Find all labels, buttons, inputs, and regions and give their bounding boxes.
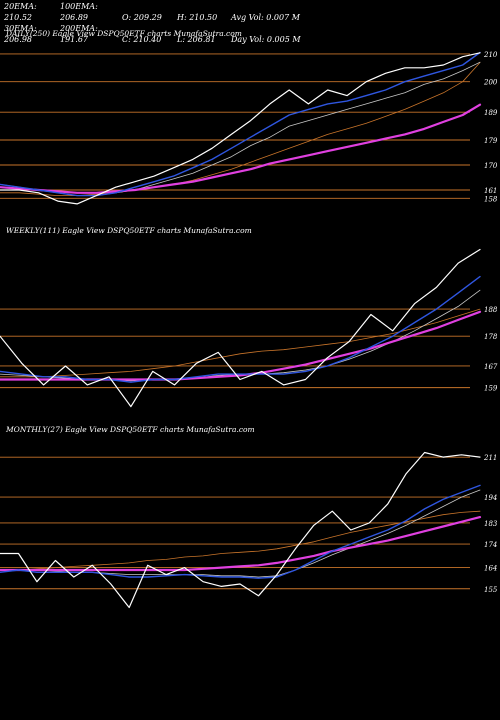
weekly-ema30-line — [0, 289, 481, 382]
avg-volume-readout: Avg Vol: 0.007 M — [231, 13, 300, 22]
close-readout: C: 210.40 — [122, 35, 162, 44]
daily-level-label: 210 — [483, 51, 498, 59]
weekly-panel: WEEKLY(111) Eagle View DSPQ50ETF charts … — [0, 226, 498, 408]
monthly-title: MONTHLY(27) Eagle View DSPQ50ETF charts … — [5, 425, 255, 434]
high-readout: H: 210.50 — [177, 13, 218, 22]
ema30-readout: 30EMA: 206.98 — [4, 24, 37, 44]
ema200-readout: 200EMA: 191.67 — [60, 24, 98, 44]
weekly-level-label: 159 — [484, 385, 498, 393]
monthly-level-label: 155 — [484, 586, 498, 594]
weekly-level-label: 167 — [484, 363, 498, 371]
monthly-level-label: 194 — [484, 494, 497, 502]
monthly-level-label: 174 — [484, 541, 497, 549]
header-row-1: 20EMA: 210.52 100EMA: 206.89 O: 209.29 H: 2… — [4, 1, 301, 23]
monthly-price-line — [0, 451, 481, 609]
open-readout: O: 209.29 — [122, 13, 162, 22]
daily-level-label: 200 — [483, 79, 498, 87]
daily-ema20-line — [0, 51, 481, 197]
daily-ema100-line — [0, 62, 481, 197]
daily-price-line — [0, 52, 481, 205]
low-readout: L: 206.81 — [177, 35, 216, 44]
daily-panel: DAILY(250) Eagle View DSPQ50ETF charts M… — [0, 29, 498, 205]
day-volume-readout: Day Vol: 0.005 M — [231, 35, 301, 44]
ema20-readout: 20EMA: 210.52 — [4, 2, 37, 22]
monthly-level-label: 183 — [484, 520, 498, 528]
daily-title: DAILY(250) Eagle View DSPQ50ETF charts M… — [5, 29, 242, 38]
weekly-ema100-line — [0, 308, 481, 378]
daily-level-label: 179 — [484, 137, 498, 145]
daily-ema200-line — [0, 103, 482, 194]
monthly-ema20-line — [0, 484, 481, 579]
monthly-level-label: 211 — [483, 454, 497, 462]
weekly-title: WEEKLY(111) Eagle View DSPQ50ETF charts … — [6, 226, 252, 235]
indicator-header: 20EMA: 210.52 100EMA: 206.89 O: 209.29 H: 2… — [4, 1, 301, 45]
monthly-ema200-line — [0, 515, 482, 572]
ema100-readout: 100EMA: 206.89 — [60, 2, 98, 22]
daily-level-label: 170 — [484, 162, 498, 170]
header-row-2: 30EMA: 206.98 200EMA: 191.67 C: 210.40 L: 2… — [4, 23, 301, 45]
daily-level-label: 161 — [484, 187, 497, 195]
weekly-level-label: 178 — [484, 333, 498, 341]
weekly-level-label: 188 — [484, 306, 498, 314]
monthly-panel: MONTHLY(27) Eagle View DSPQ50ETF charts … — [0, 425, 498, 609]
monthly-ema30-line — [0, 489, 481, 578]
weekly-price-line — [0, 248, 481, 408]
monthly-level-label: 164 — [484, 565, 497, 573]
daily-level-label: 158 — [484, 195, 498, 203]
daily-level-label: 189 — [484, 109, 498, 117]
weekly-ema200-line — [0, 310, 482, 381]
